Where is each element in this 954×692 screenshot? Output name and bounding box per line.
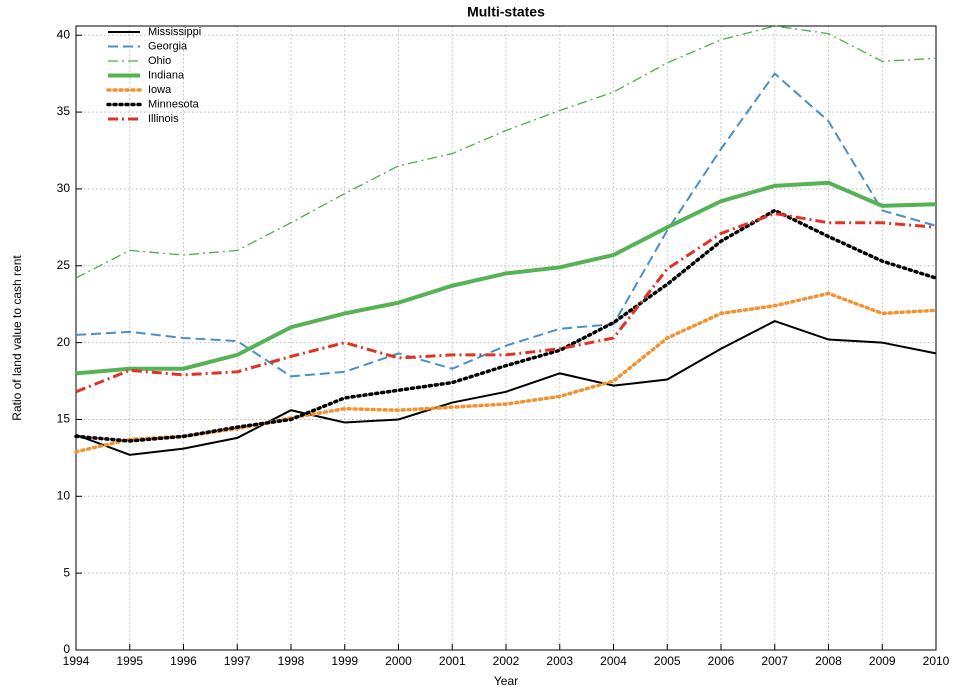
y-tick-label: 30 — [57, 181, 71, 195]
x-axis-label: Year — [494, 674, 518, 688]
x-tick-label: 2000 — [385, 654, 412, 668]
y-tick-label: 0 — [63, 642, 70, 656]
series-line — [74, 291, 938, 454]
legend-label: Indiana — [148, 69, 185, 81]
x-tick-label: 2008 — [815, 654, 842, 668]
x-tick-label: 2004 — [600, 654, 627, 668]
series-line — [75, 320, 937, 456]
x-tick-label: 1996 — [170, 654, 197, 668]
y-tick-label: 15 — [57, 412, 71, 426]
chart-title: Multi-states — [467, 4, 545, 20]
legend-label: Mississippi — [148, 26, 201, 38]
y-axis-label: Ratio of land value to cash rent — [10, 255, 24, 421]
legend-label: Georgia — [148, 40, 188, 52]
series-line — [74, 208, 938, 443]
x-tick-label: 2002 — [493, 654, 520, 668]
x-tick-label: 2001 — [439, 654, 466, 668]
y-tick-label: 20 — [57, 335, 71, 349]
y-tick-label: 25 — [57, 258, 71, 272]
x-tick-label: 2006 — [708, 654, 735, 668]
x-tick-label: 2009 — [869, 654, 896, 668]
legend-label: Minnesota — [148, 98, 200, 110]
y-tick-label: 35 — [57, 104, 71, 118]
legend-label: Ohio — [148, 55, 171, 67]
series-line — [75, 211, 937, 394]
plot-frame — [75, 25, 937, 651]
x-tick-label: 2005 — [654, 654, 681, 668]
x-tick-label: 1999 — [331, 654, 358, 668]
legend-label: Iowa — [148, 84, 172, 96]
y-tick-label: 10 — [57, 488, 71, 502]
series-line — [75, 25, 937, 279]
x-tick-label: 1998 — [278, 654, 305, 668]
y-tick-label: 5 — [63, 565, 70, 579]
series-line — [75, 72, 937, 378]
x-tick-label: 2003 — [546, 654, 573, 668]
x-tick-label: 1994 — [63, 654, 90, 668]
legend-label: Illinois — [148, 113, 179, 125]
x-tick-label: 2010 — [923, 654, 950, 668]
x-tick-label: 1997 — [224, 654, 251, 668]
x-tick-label: 1995 — [116, 654, 143, 668]
x-tick-label: 2007 — [761, 654, 788, 668]
series-line — [75, 180, 937, 376]
y-tick-label: 40 — [57, 27, 71, 41]
